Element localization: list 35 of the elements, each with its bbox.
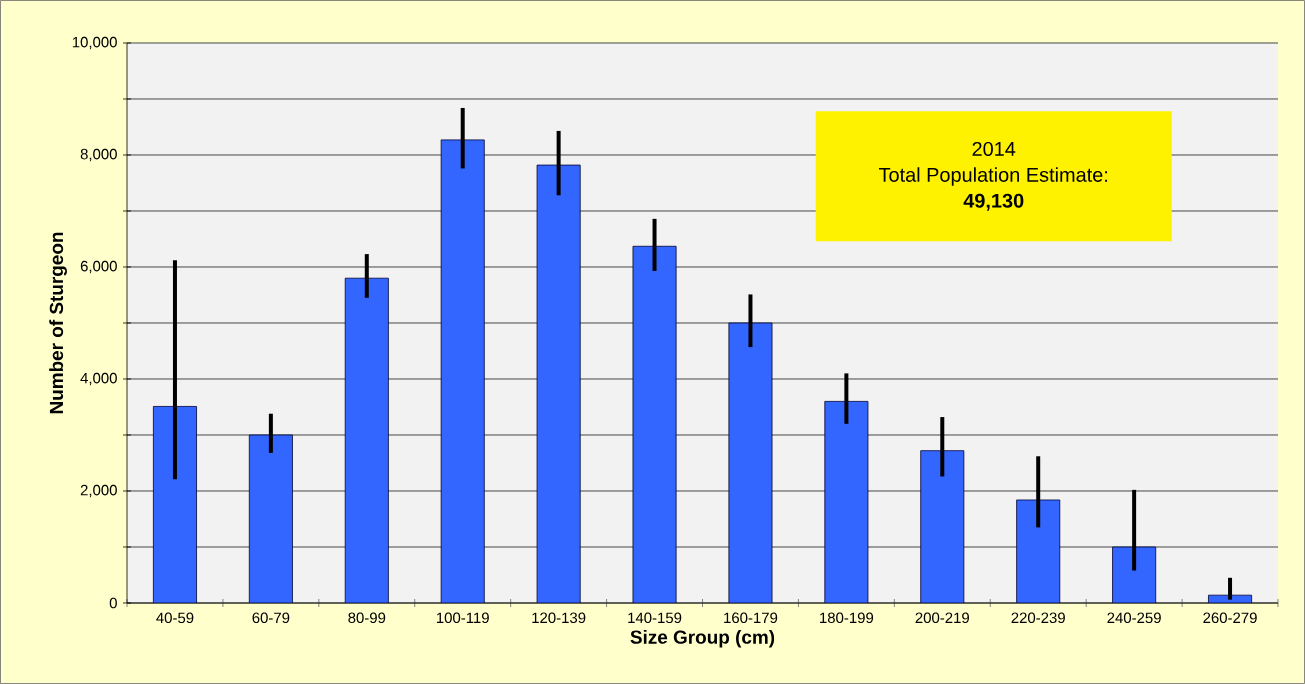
bar	[1016, 499, 1061, 603]
y-tick-label: 2,000	[80, 484, 117, 498]
x-tick-label: 260-279	[1203, 612, 1257, 624]
annotation: Total Population Estimate:	[878, 167, 1108, 186]
bar	[440, 139, 485, 603]
x-tick-label: 220-239	[1011, 612, 1065, 624]
bar	[824, 401, 869, 603]
bar	[248, 434, 293, 603]
bar	[152, 406, 197, 603]
y-tick-label: 4,000	[80, 372, 117, 386]
bar	[536, 164, 581, 603]
x-tick-label: 160-179	[724, 612, 778, 624]
y-tick-label: 6,000	[80, 260, 117, 274]
bar	[728, 322, 773, 603]
bar	[1112, 546, 1157, 603]
y-tick-label: 0	[109, 597, 117, 609]
x-tick-label: 100-119	[436, 612, 489, 624]
x-tick-label: 200-219	[915, 612, 969, 624]
y-tick-label: 10,000	[72, 36, 117, 50]
bar	[632, 245, 677, 603]
y-axis-title: Number of Sturgeon	[49, 232, 67, 414]
x-axis-title: Size Group (cm)	[630, 629, 775, 648]
x-tick-label: 240-259	[1107, 612, 1161, 624]
bar	[920, 450, 965, 603]
x-tick-label: 120-139	[532, 612, 586, 624]
x-tick-label: 60-79	[252, 612, 290, 624]
x-tick-label: 40-59	[156, 612, 194, 624]
bar	[1208, 594, 1253, 603]
x-tick-label: 180-199	[820, 612, 874, 624]
annotation: 49,130	[963, 193, 1024, 211]
annotation: 2014	[972, 141, 1016, 156]
x-tick-label: 80-99	[348, 612, 386, 624]
x-tick-label: 140-159	[628, 612, 682, 624]
y-tick-label: 8,000	[80, 148, 117, 162]
bar	[344, 277, 389, 603]
